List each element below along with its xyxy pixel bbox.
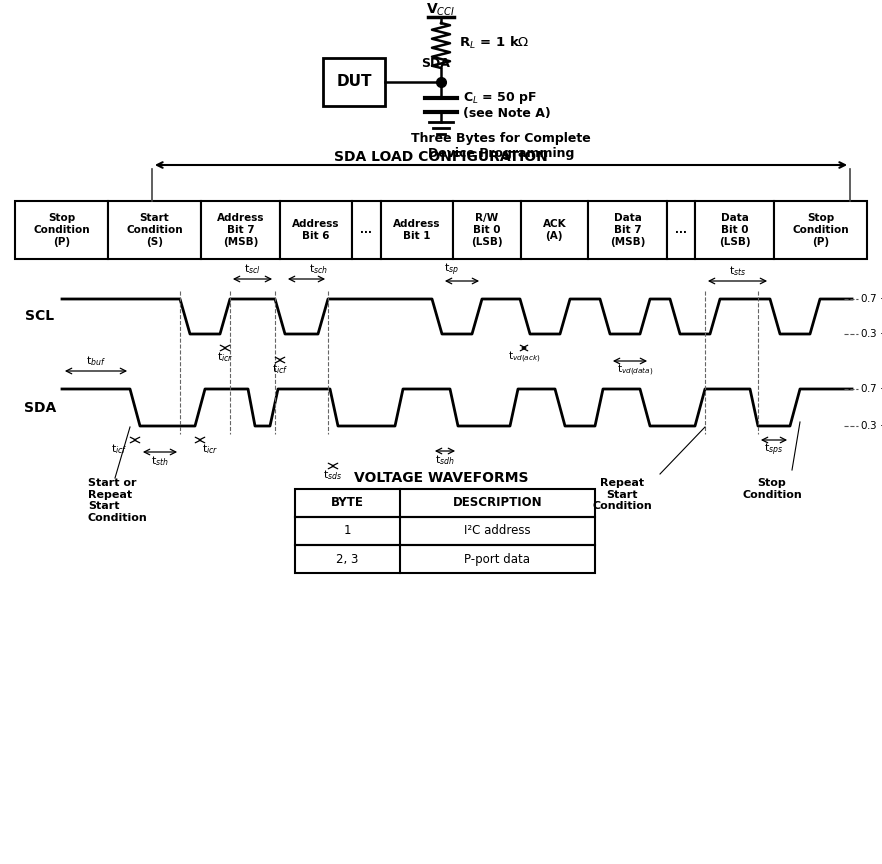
Text: ...: ... <box>361 225 372 235</box>
Text: P-port data: P-port data <box>465 552 530 566</box>
Text: Data
Bit 0
(LSB): Data Bit 0 (LSB) <box>719 213 751 246</box>
Bar <box>520 201 588 259</box>
Text: Stop
Condition
(P): Stop Condition (P) <box>792 213 848 246</box>
Text: t$_{sth}$: t$_{sth}$ <box>151 454 169 467</box>
Text: Address
Bit 6: Address Bit 6 <box>293 219 340 241</box>
Text: 0.7 · V$_{CC}$: 0.7 · V$_{CC}$ <box>860 382 882 396</box>
Text: SCL: SCL <box>26 309 55 323</box>
Text: Address
Bit 7
(MSB): Address Bit 7 (MSB) <box>217 213 265 246</box>
Text: Stop
Condition
(P): Stop Condition (P) <box>34 213 90 246</box>
Text: Repeat
Start
Condition: Repeat Start Condition <box>592 478 652 511</box>
Text: t$_{vd(ack)}$: t$_{vd(ack)}$ <box>508 350 541 365</box>
Text: C$_L$ = 50 pF
(see Note A): C$_L$ = 50 pF (see Note A) <box>463 90 550 120</box>
Bar <box>295 517 595 545</box>
Bar <box>667 201 695 259</box>
Text: R$_L$ = 1 k$\Omega$: R$_L$ = 1 k$\Omega$ <box>459 35 529 51</box>
Bar <box>15 201 108 259</box>
Bar <box>353 201 380 259</box>
Text: t$_{sds}$: t$_{sds}$ <box>324 468 343 482</box>
Text: t$_{sp}$: t$_{sp}$ <box>445 262 460 278</box>
Text: ...: ... <box>675 225 687 235</box>
Text: VOLTAGE WAVEFORMS: VOLTAGE WAVEFORMS <box>354 471 528 485</box>
Text: t$_{icr}$: t$_{icr}$ <box>202 442 218 456</box>
Text: 0.7 · V$_{CC}$: 0.7 · V$_{CC}$ <box>860 292 882 306</box>
Text: t$_{vd(data)}$: t$_{vd(data)}$ <box>617 363 654 378</box>
Text: t$_{sps}$: t$_{sps}$ <box>765 442 784 459</box>
Text: DUT: DUT <box>336 74 371 90</box>
Text: 2, 3: 2, 3 <box>336 552 359 566</box>
Bar <box>588 201 667 259</box>
Text: DESCRIPTION: DESCRIPTION <box>452 497 542 510</box>
Text: V$_{CCI}$: V$_{CCI}$ <box>427 2 455 18</box>
Text: t$_{sdh}$: t$_{sdh}$ <box>435 453 455 467</box>
Bar <box>108 201 201 259</box>
Bar <box>453 201 520 259</box>
Text: Data
Bit 7
(MSB): Data Bit 7 (MSB) <box>609 213 646 246</box>
Text: t$_{sch}$: t$_{sch}$ <box>309 262 328 276</box>
Text: t$_{sts}$: t$_{sts}$ <box>729 264 746 278</box>
Text: t$_{icf}$: t$_{icf}$ <box>111 442 128 456</box>
Text: t$_{icr}$: t$_{icr}$ <box>217 350 233 364</box>
Text: I²C address: I²C address <box>464 524 531 537</box>
Text: ACK
(A): ACK (A) <box>542 219 566 241</box>
Text: Three Bytes for Complete
Device Programming: Three Bytes for Complete Device Programm… <box>411 132 591 160</box>
Bar <box>295 489 595 517</box>
Bar <box>201 201 280 259</box>
Text: SDA: SDA <box>422 57 451 70</box>
Bar <box>774 201 867 259</box>
Bar <box>295 545 595 573</box>
Text: 1: 1 <box>344 524 351 537</box>
Text: R/W
Bit 0
(LSB): R/W Bit 0 (LSB) <box>471 213 503 246</box>
Text: BYTE: BYTE <box>331 497 364 510</box>
Text: Start or
Repeat
Start
Condition: Start or Repeat Start Condition <box>88 478 148 523</box>
Text: 0.3 · V$_{CC}$: 0.3 · V$_{CC}$ <box>860 419 882 433</box>
Bar <box>323 58 385 106</box>
Bar <box>280 201 353 259</box>
Text: t$_{icf}$: t$_{icf}$ <box>272 362 288 376</box>
Text: t$_{buf}$: t$_{buf}$ <box>86 354 106 368</box>
Text: SDA LOAD CONFIGURATION: SDA LOAD CONFIGURATION <box>334 150 548 164</box>
Text: SDA: SDA <box>24 401 56 415</box>
Bar <box>695 201 774 259</box>
Text: Start
Condition
(S): Start Condition (S) <box>126 213 183 246</box>
Bar <box>380 201 453 259</box>
Text: Address
Bit 1: Address Bit 1 <box>393 219 440 241</box>
Text: t$_{scl}$: t$_{scl}$ <box>244 262 261 276</box>
Text: 0.3 · V$_{CC}$: 0.3 · V$_{CC}$ <box>860 327 882 341</box>
Text: Stop
Condition: Stop Condition <box>742 478 802 499</box>
